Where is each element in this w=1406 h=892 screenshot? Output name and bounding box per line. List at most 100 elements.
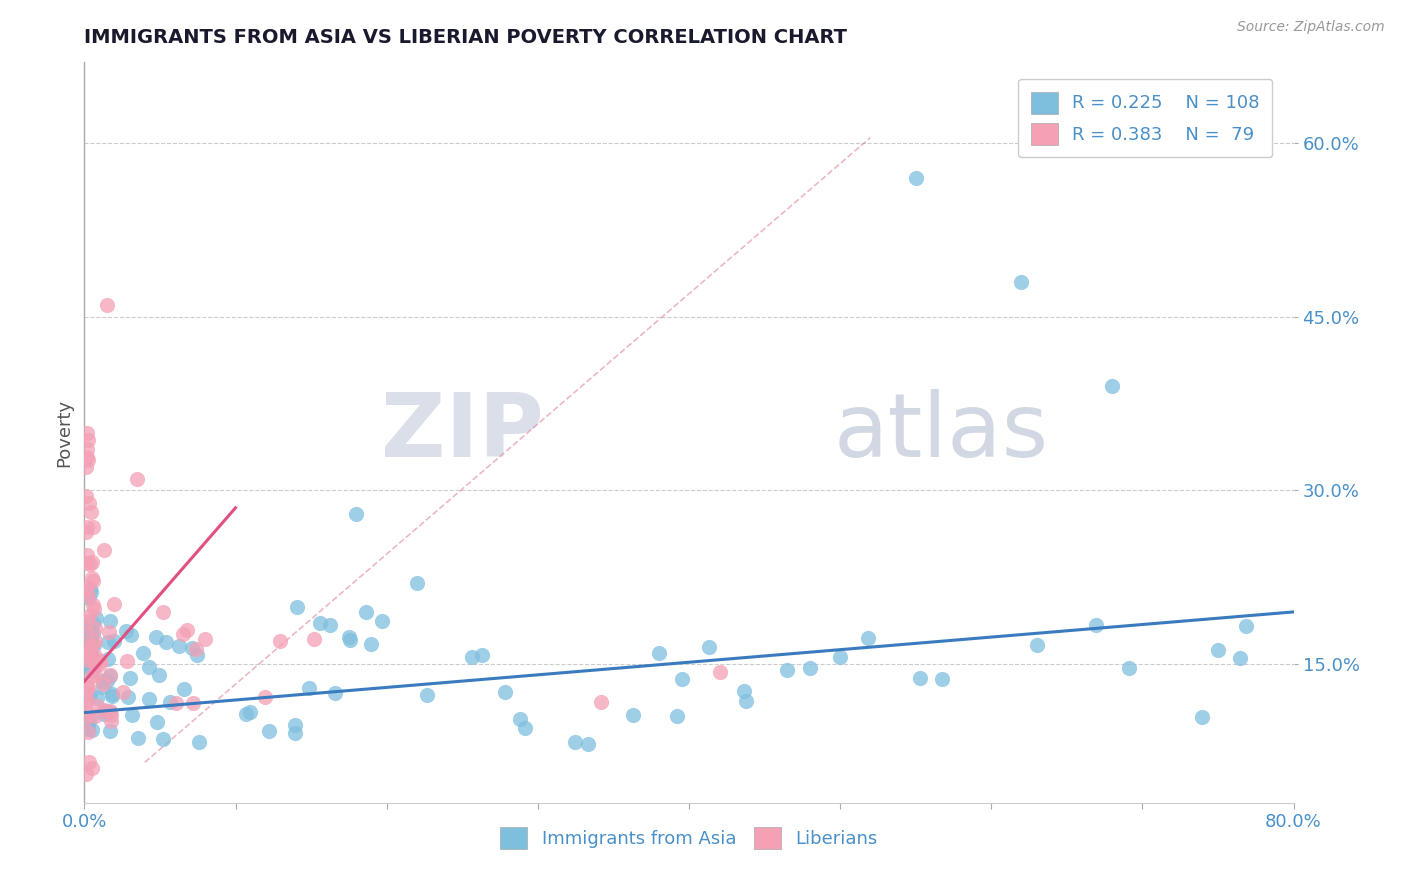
Point xyxy=(194,632,217,647)
Point xyxy=(84,668,107,682)
Point xyxy=(91,680,114,694)
Point xyxy=(152,606,174,620)
Point xyxy=(564,735,586,749)
Point xyxy=(80,571,103,585)
Point xyxy=(89,657,111,671)
Point xyxy=(94,704,117,718)
Point xyxy=(339,633,361,648)
Point xyxy=(80,651,103,665)
Point xyxy=(159,695,181,709)
Point xyxy=(101,690,124,704)
Point xyxy=(79,653,101,667)
Point xyxy=(82,615,104,630)
Point xyxy=(121,707,143,722)
Point xyxy=(666,709,689,723)
Text: atlas: atlas xyxy=(834,389,1049,476)
Point xyxy=(1229,650,1251,665)
Point xyxy=(80,584,103,599)
Point xyxy=(79,687,101,701)
Point xyxy=(89,654,111,668)
Legend: Immigrants from Asia, Liberians: Immigrants from Asia, Liberians xyxy=(492,821,886,856)
Point xyxy=(115,624,138,638)
Point xyxy=(82,520,104,534)
Point xyxy=(406,576,429,591)
Point xyxy=(904,171,927,186)
Point xyxy=(799,660,821,674)
Point xyxy=(76,639,98,653)
Point xyxy=(186,648,208,662)
Point xyxy=(257,724,280,739)
Point xyxy=(180,640,202,655)
Point xyxy=(103,597,125,611)
Text: IMMIGRANTS FROM ASIA VS LIBERIAN POVERTY CORRELATION CHART: IMMIGRANTS FROM ASIA VS LIBERIAN POVERTY… xyxy=(84,28,848,47)
Point xyxy=(1191,710,1213,724)
Point xyxy=(77,609,100,624)
Point xyxy=(117,690,139,704)
Point xyxy=(86,690,108,705)
Point xyxy=(132,646,155,660)
Point xyxy=(284,726,307,740)
Point xyxy=(309,615,332,630)
Point xyxy=(1026,638,1049,652)
Point xyxy=(187,735,209,749)
Point xyxy=(79,558,101,572)
Point xyxy=(235,707,257,722)
Point xyxy=(76,715,98,730)
Point xyxy=(910,671,932,685)
Point xyxy=(172,627,194,641)
Point xyxy=(76,520,98,534)
Point xyxy=(77,590,100,604)
Point xyxy=(697,640,720,654)
Point xyxy=(253,690,276,704)
Point xyxy=(80,761,103,775)
Point xyxy=(84,649,107,664)
Point xyxy=(1206,642,1229,657)
Point xyxy=(91,674,114,689)
Point xyxy=(98,614,121,628)
Point xyxy=(80,555,103,569)
Point xyxy=(76,619,98,633)
Point xyxy=(80,629,103,643)
Y-axis label: Poverty: Poverty xyxy=(55,399,73,467)
Point xyxy=(100,668,122,682)
Point xyxy=(589,695,612,709)
Point xyxy=(1011,275,1033,289)
Point xyxy=(75,767,97,781)
Point xyxy=(80,505,103,519)
Point xyxy=(856,631,879,645)
Point xyxy=(145,630,167,644)
Point xyxy=(337,630,360,644)
Point xyxy=(1085,617,1108,632)
Point xyxy=(285,599,308,614)
Point xyxy=(84,658,107,673)
Point xyxy=(120,627,142,641)
Point xyxy=(302,632,325,647)
Point xyxy=(79,649,101,664)
Point xyxy=(76,648,98,663)
Point xyxy=(100,707,122,722)
Point xyxy=(173,682,195,697)
Point xyxy=(82,650,104,665)
Point xyxy=(82,598,104,612)
Point xyxy=(76,460,98,475)
Point xyxy=(494,685,516,699)
Point xyxy=(776,663,799,677)
Point xyxy=(509,712,531,726)
Point xyxy=(79,496,101,510)
Point xyxy=(101,687,124,701)
Point xyxy=(323,686,346,700)
Point xyxy=(239,705,262,719)
Point xyxy=(86,698,108,713)
Point xyxy=(181,696,204,710)
Point xyxy=(76,614,98,628)
Point xyxy=(97,652,120,666)
Point xyxy=(76,722,98,736)
Point xyxy=(76,680,98,694)
Point xyxy=(77,646,100,660)
Point xyxy=(76,689,98,703)
Point xyxy=(83,638,105,652)
Point xyxy=(76,425,98,440)
Point xyxy=(83,602,105,616)
Point xyxy=(112,685,135,699)
Point xyxy=(77,680,100,694)
